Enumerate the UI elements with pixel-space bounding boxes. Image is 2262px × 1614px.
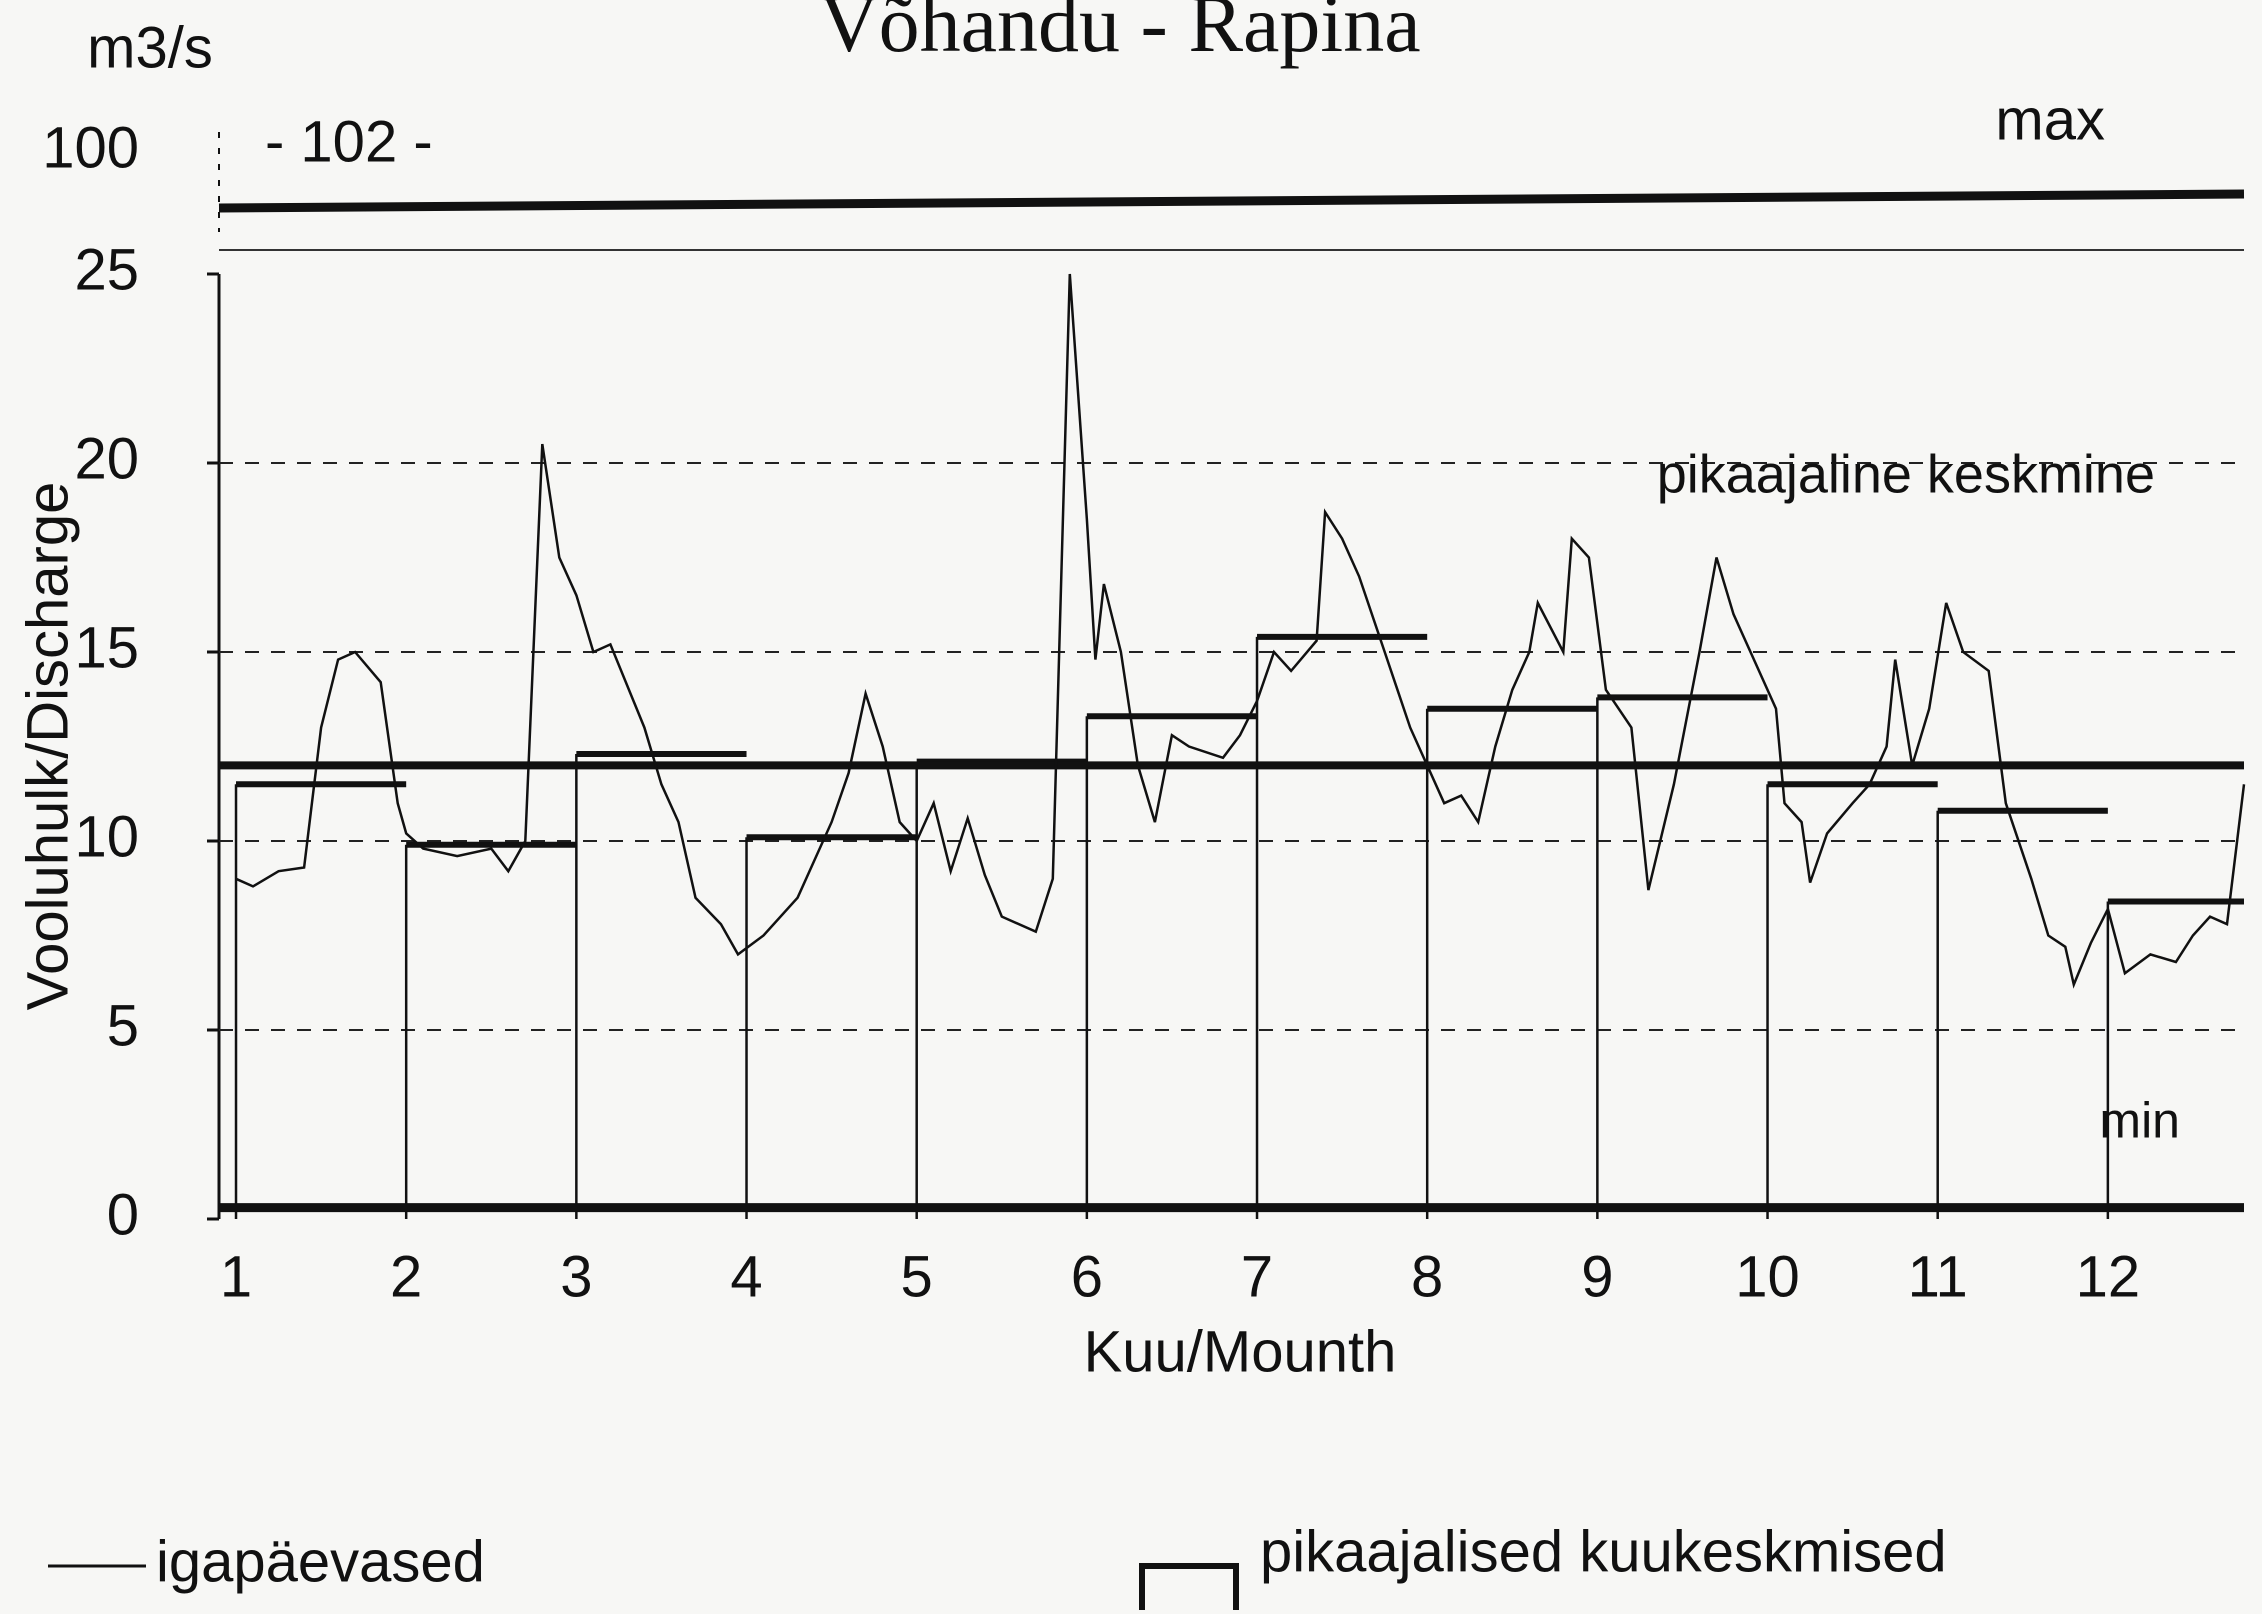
daily-line [235, 273, 2246, 989]
x-tick-label: 9 [1581, 1244, 1613, 1309]
y-unit: m3/s [87, 15, 213, 80]
x-tick-label: 12 [2076, 1244, 2141, 1309]
x-tick-label: 10 [1735, 1244, 1800, 1309]
min-label: min [2099, 1093, 2180, 1149]
x-tick-label: 6 [1071, 1244, 1103, 1309]
x-tick-label: 8 [1411, 1244, 1443, 1309]
y-axis-label: Vooluhulk/Discharge [15, 482, 80, 1011]
max-label: max [1995, 87, 2105, 152]
mean-label: pikaajaline keskmine [1657, 444, 2155, 504]
x-tick-label: 7 [1241, 1244, 1273, 1309]
max-line [218, 189, 2245, 213]
legend-step-icon [1139, 1563, 1239, 1610]
max-value-label: - 102 - [265, 109, 433, 174]
x-tick-label: 1 [220, 1244, 252, 1309]
x-tick-label: 5 [901, 1244, 933, 1309]
y-tick-label: 15 [74, 615, 139, 680]
y-tick-label: 10 [74, 804, 139, 869]
y-tick-label: 0 [107, 1182, 139, 1247]
chart-title: Võhandu - Rapina [819, 0, 1420, 69]
x-tick-label: 11 [1908, 1244, 1968, 1309]
x-tick-label: 2 [390, 1244, 422, 1309]
legend-label: igapäevased [156, 1529, 485, 1594]
y-tick-label: 5 [107, 993, 139, 1058]
legend-label: pikaajalised kuukeskmised [1260, 1519, 1947, 1584]
x-axis-label: Kuu/Mounth [1084, 1319, 1397, 1384]
x-tick-label: 3 [560, 1244, 592, 1309]
y-tick-label: 20 [74, 426, 139, 491]
x-tick-label: 4 [730, 1244, 762, 1309]
y-tick-label: 100 [42, 115, 139, 180]
y-tick-label: 25 [74, 237, 139, 302]
